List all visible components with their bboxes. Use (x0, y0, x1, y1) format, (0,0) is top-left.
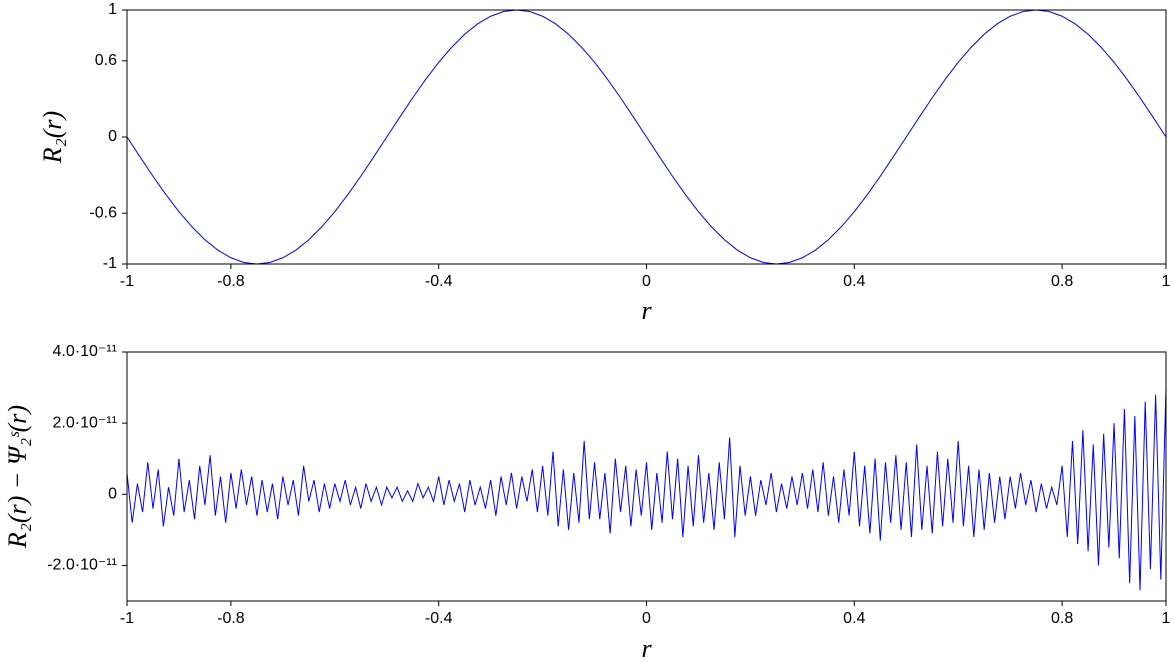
y-axis-label: R₂(r) − Ψ₂ˢ(r) (3, 405, 32, 549)
x-axis-label: r (641, 296, 652, 325)
x-tick-label: 0 (642, 610, 651, 627)
y-tick-label: 4.0·10⁻¹¹ (53, 343, 117, 360)
x-tick-label: 0.8 (1051, 610, 1073, 627)
x-tick-label: -0.8 (217, 273, 245, 290)
y-tick-label: 0 (108, 486, 117, 503)
x-tick-label: -0.4 (425, 273, 453, 290)
y-tick-label: 1 (108, 1, 117, 18)
x-tick-label: 0 (642, 273, 651, 290)
y-tick-label: 0 (108, 128, 117, 145)
y-tick-label: -1 (103, 255, 117, 272)
x-tick-label: 1 (1162, 273, 1171, 290)
x-tick-label: -1 (120, 610, 134, 627)
x-tick-label: 0.4 (843, 273, 865, 290)
x-axis-label: r (641, 634, 652, 663)
y-axis-label: R₂(r) (38, 111, 67, 164)
y-tick-label: 0.6 (95, 52, 117, 69)
y-tick-label: -0.6 (89, 204, 117, 221)
data-line (126, 9, 1167, 265)
x-tick-label: -1 (120, 273, 134, 290)
y-tick-label: 2.0·10⁻¹¹ (53, 414, 117, 431)
x-tick-label: -0.4 (425, 610, 453, 627)
data-line (126, 387, 1167, 591)
y-tick-label: -2.0·10⁻¹¹ (47, 557, 117, 574)
x-tick-label: 0.8 (1051, 273, 1073, 290)
x-tick-label: 0.4 (843, 610, 865, 627)
x-tick-label: 1 (1162, 610, 1171, 627)
x-tick-label: -0.8 (217, 610, 245, 627)
